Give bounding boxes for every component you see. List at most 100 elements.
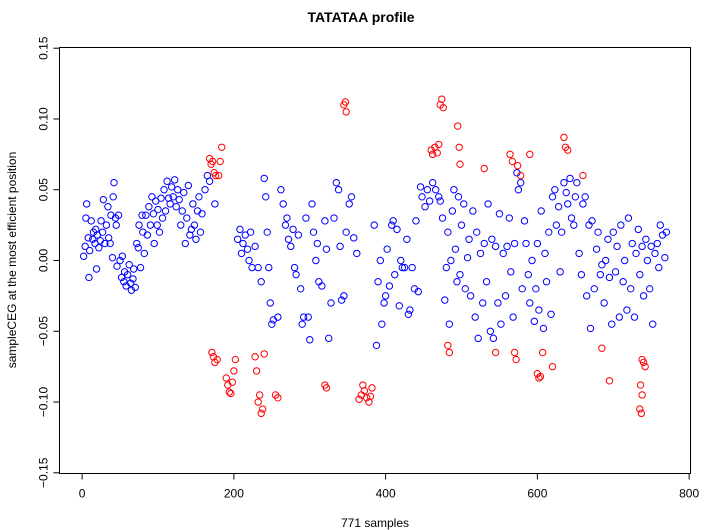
data-point-normal xyxy=(497,320,505,328)
data-point-normal xyxy=(153,221,161,229)
data-point-normal xyxy=(661,253,669,262)
data-point-normal xyxy=(615,313,624,321)
data-point-normal xyxy=(257,278,265,286)
data-point-outlier xyxy=(506,150,514,159)
data-point-outlier xyxy=(445,348,454,357)
data-point-normal xyxy=(118,252,127,260)
data-point-normal xyxy=(265,263,273,272)
data-point-normal xyxy=(596,270,605,279)
data-point-normal xyxy=(404,310,413,318)
data-point-normal xyxy=(510,239,519,248)
data-point-normal xyxy=(469,207,477,215)
data-point-normal xyxy=(391,270,399,279)
data-point-normal xyxy=(123,270,132,279)
data-point-normal xyxy=(520,217,529,225)
data-point-normal xyxy=(389,217,397,225)
data-point-normal xyxy=(99,195,108,204)
data-point-normal xyxy=(158,214,167,222)
data-point-normal xyxy=(181,239,190,248)
data-point-outlier xyxy=(491,348,500,357)
data-point-normal xyxy=(542,278,551,286)
data-point-normal xyxy=(138,211,146,219)
data-point-outlier xyxy=(636,381,645,389)
data-point-normal xyxy=(313,239,322,248)
data-point-normal xyxy=(476,249,485,258)
data-point-normal xyxy=(428,178,437,187)
data-point-normal xyxy=(198,210,206,218)
data-point-normal xyxy=(567,214,576,222)
data-point-normal xyxy=(353,249,361,258)
data-point-normal xyxy=(130,265,138,273)
data-point-normal xyxy=(268,320,276,328)
x-tick-label: 800 xyxy=(679,487,699,501)
data-point-normal xyxy=(163,177,171,185)
data-point-normal xyxy=(92,265,101,273)
data-point-outlier xyxy=(548,362,557,371)
data-point-normal xyxy=(444,228,452,236)
data-point-outlier xyxy=(526,150,534,159)
x-tick-label: 400 xyxy=(376,487,396,501)
data-point-normal xyxy=(393,225,401,234)
data-point-normal xyxy=(570,221,578,229)
data-point-normal xyxy=(575,249,583,258)
data-point-normal xyxy=(628,239,636,248)
data-point-normal xyxy=(421,203,429,211)
data-point-normal xyxy=(184,181,193,190)
data-point-normal xyxy=(108,253,117,262)
data-point-normal xyxy=(554,203,563,211)
data-point-outlier xyxy=(535,374,543,382)
data-point-normal xyxy=(445,320,454,328)
data-point-normal xyxy=(653,239,661,248)
data-point-normal xyxy=(109,193,117,201)
data-point-normal xyxy=(342,228,350,236)
data-point-normal xyxy=(454,193,463,201)
data-point-normal xyxy=(461,285,469,293)
data-point-normal xyxy=(374,278,382,286)
data-point-normal xyxy=(201,186,209,194)
data-point-normal xyxy=(292,270,300,279)
data-point-normal xyxy=(649,320,657,328)
data-point-normal xyxy=(254,263,262,272)
data-point-normal xyxy=(571,193,580,201)
data-point-normal xyxy=(330,214,338,222)
data-point-normal xyxy=(87,217,95,225)
data-point-outlier xyxy=(254,398,262,406)
data-point-normal xyxy=(541,249,549,258)
data-point-outlier xyxy=(439,103,447,112)
data-point-normal xyxy=(472,228,481,236)
data-point-outlier xyxy=(228,378,237,386)
data-point-normal xyxy=(281,221,290,229)
data-point-normal xyxy=(507,268,515,276)
data-point-normal xyxy=(566,174,574,183)
data-point-normal xyxy=(248,263,256,272)
data-point-normal xyxy=(262,193,270,201)
data-point-normal xyxy=(95,244,103,252)
data-point-normal xyxy=(145,203,153,211)
data-point-normal xyxy=(494,299,502,307)
data-point-normal xyxy=(535,306,543,314)
data-point-normal xyxy=(166,200,174,208)
data-point-normal xyxy=(294,231,303,239)
y-tick-label: 0.00 xyxy=(37,248,51,272)
data-point-normal xyxy=(334,186,343,194)
data-point-normal xyxy=(380,299,388,307)
data-point-normal xyxy=(617,221,625,229)
data-point-normal xyxy=(400,263,409,272)
data-point-outlier xyxy=(366,392,375,401)
data-point-outlier xyxy=(598,344,606,352)
data-point-normal xyxy=(662,228,671,236)
data-point-normal xyxy=(539,324,548,333)
data-point-normal xyxy=(170,176,179,184)
data-point-normal xyxy=(518,285,526,293)
data-point-normal xyxy=(143,231,152,239)
data-point-outlier xyxy=(216,157,224,166)
data-point-normal xyxy=(505,214,514,222)
data-point-outlier xyxy=(455,143,463,151)
data-point-normal xyxy=(545,228,553,236)
data-point-normal xyxy=(503,242,511,251)
data-point-normal xyxy=(548,193,557,201)
data-point-normal xyxy=(480,239,488,248)
data-point-outlier xyxy=(480,164,488,173)
data-point-outlier xyxy=(360,387,369,395)
y-axis-label: sampleCEG at the most efficient position xyxy=(5,152,19,369)
